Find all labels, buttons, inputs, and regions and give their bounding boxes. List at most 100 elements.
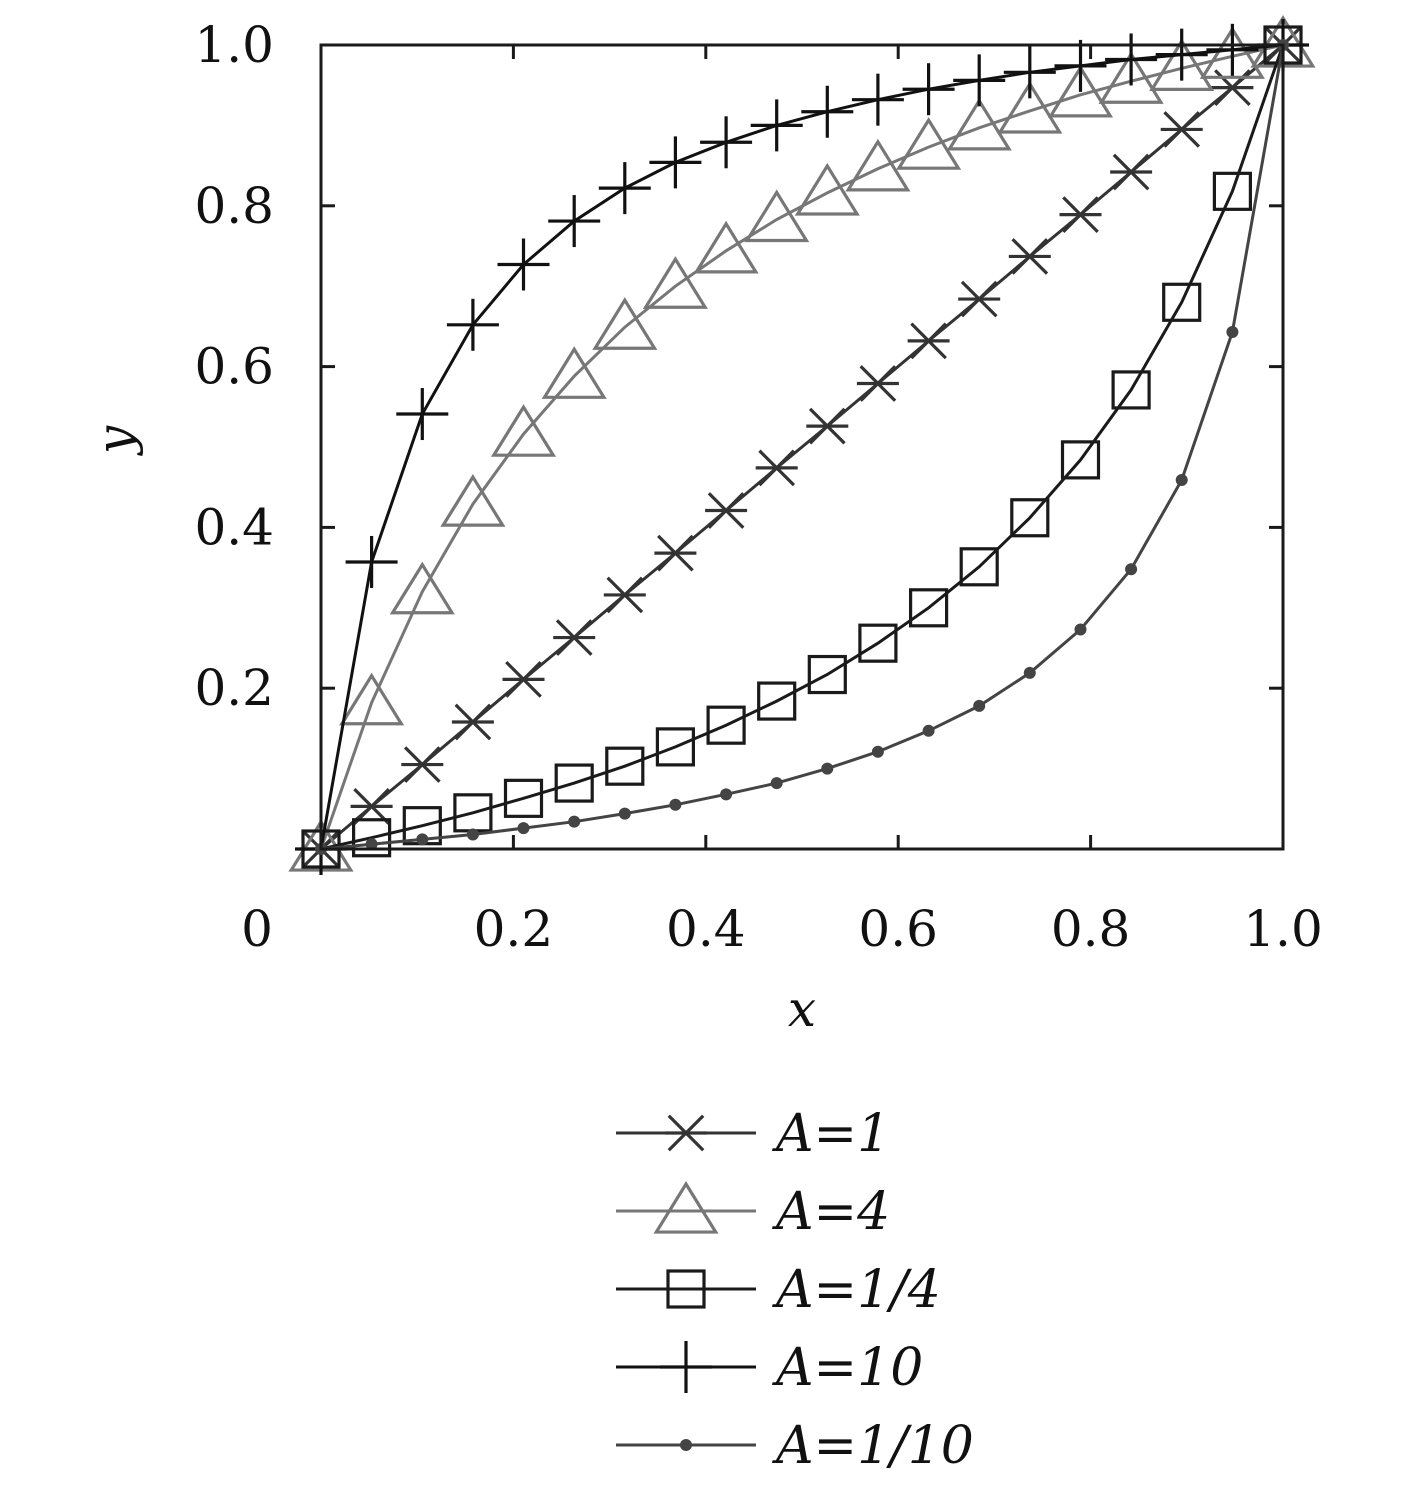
y-tick-label: 0.4 [194,498,274,556]
data-point [350,788,393,825]
data-point [503,778,544,818]
data-point [896,117,962,170]
data-point [946,97,1012,151]
data-point [654,534,697,572]
data-point [1074,623,1087,636]
data-point [700,116,753,169]
legend-entry: A=1 [616,1104,890,1164]
data-point [451,703,494,741]
data-point [352,818,392,858]
data-point [770,777,783,790]
data-point [755,449,798,487]
data-point [1162,282,1202,322]
series-3 [301,25,1303,869]
series-layer [288,14,1316,875]
data-point [1206,23,1259,76]
y-tick-label: 1.0 [194,16,274,74]
data-point [642,256,708,309]
data-point [490,404,557,457]
data-point [1047,64,1114,118]
legend-label: A=1/10 [772,1416,974,1476]
data-point [821,762,834,775]
data-point [958,280,1001,318]
data-point [554,763,594,803]
x-tick-label: 0.4 [666,900,746,958]
data-point [997,80,1063,134]
data-point [1003,46,1056,99]
ticks-layer: 0 0.2 0.4 0.6 0.8 1.0 0.2 0.4 0.6 0.8 1.0 [194,16,1322,958]
data-point [568,815,581,828]
data-point [541,346,607,399]
data-point [1111,370,1151,410]
data-point [1110,153,1153,191]
data-point [440,474,506,527]
data-point [396,388,449,441]
legend-marker [653,1180,719,1234]
data-point [389,561,455,615]
data-point [693,220,759,274]
data-point [801,85,854,138]
data-point [902,63,955,116]
series-5 [315,39,1289,855]
data-point [517,822,530,835]
legend-entry: A=4 [616,1180,890,1242]
y-tick-label: 0.8 [194,177,274,235]
data-point [1226,326,1239,339]
data-point [365,838,378,851]
series-2 [288,14,1316,872]
data-point [1212,171,1252,211]
data-point [1023,666,1036,679]
data-point [1060,440,1101,480]
data-point [794,162,860,216]
series-4 [295,19,1309,875]
data-point [1175,473,1188,486]
data-point [553,619,596,656]
legend-entry: A=10 [616,1338,923,1398]
data-point [871,745,884,758]
data-point [592,297,658,350]
data-point [907,322,950,360]
data-point [706,705,746,745]
x-tick-label: 0 [241,900,273,958]
data-point [1010,498,1050,538]
plot-frame [319,43,1285,851]
data-point [973,699,986,712]
data-point [618,807,631,820]
data-point [416,833,429,846]
data-point [466,828,479,841]
data-point [1105,33,1158,86]
series-line [320,44,1285,851]
data-point [1054,39,1107,92]
data-point [548,195,601,248]
data-point [845,138,911,192]
data-point [1008,238,1051,275]
data-point [807,654,847,695]
series-1 [300,26,1304,868]
legend-label: A=1/4 [772,1260,941,1320]
legend-entry: A=1/4 [616,1260,941,1320]
data-point [1155,28,1208,81]
data-point [339,672,405,726]
y-tick-label: 0.6 [194,338,274,396]
x-tick-label: 0.8 [1051,900,1131,958]
x-tick-label: 0.2 [474,900,554,958]
data-point [655,727,696,767]
data-point [603,576,646,614]
series-line [320,44,1285,851]
data-point [856,365,899,402]
legend-label: A=1 [772,1104,890,1164]
y-tick-label: 0.2 [194,659,274,717]
data-point [1160,111,1203,148]
data-point [858,623,898,663]
data-point [851,73,904,126]
data-point [649,136,702,189]
y-axis-label: y [86,425,144,456]
data-point [446,298,499,351]
data-point [959,547,999,587]
x-axis-label: x [788,980,816,1038]
data-point [598,162,651,215]
data-point [401,746,444,783]
legend-marker [665,1114,707,1152]
x-tick-label: 0.6 [858,900,938,958]
